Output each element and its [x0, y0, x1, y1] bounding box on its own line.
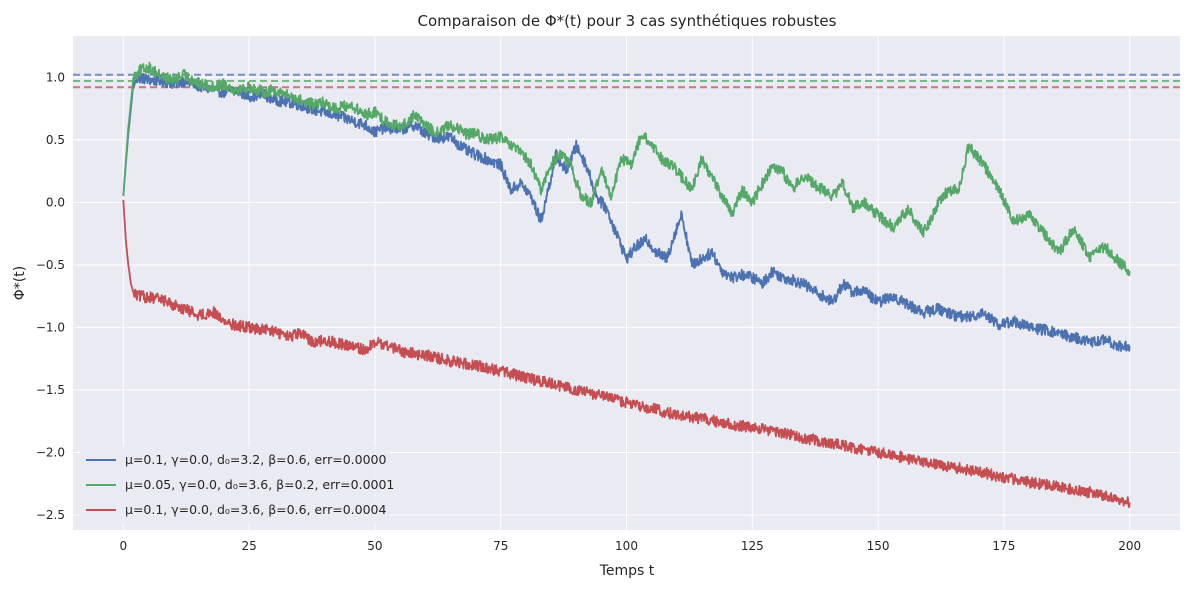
- legend: μ=0.1, γ=0.0, d₀=3.2, β=0.6, err=0.0000 μ…: [80, 446, 394, 524]
- x-axis-label: Temps t: [599, 563, 655, 579]
- legend-box: [80, 446, 390, 524]
- y-tick-label: −0.5: [36, 258, 65, 272]
- series-line-1: [122, 72, 1131, 352]
- x-tick-label: 100: [615, 539, 638, 553]
- x-tick-label: 125: [741, 539, 764, 553]
- x-tick-labels: 0 25 50 75 100 125 150 175 200: [119, 539, 1141, 553]
- y-tick-label: −2.5: [36, 508, 65, 522]
- y-tick-labels: −2.5 −2.0 −1.5 −1.0 −0.5 0.0 0.5 1.0: [36, 70, 65, 522]
- legend-label-2: μ=0.05, γ=0.0, d₀=3.6, β=0.2, err=0.0001: [125, 477, 394, 492]
- legend-label-1: μ=0.1, γ=0.0, d₀=3.2, β=0.6, err=0.0000: [125, 452, 386, 467]
- series-line-2: [122, 61, 1131, 277]
- x-tick-label: 0: [119, 539, 127, 553]
- y-tick-label: 0.5: [46, 133, 65, 147]
- y-tick-label: 1.0: [46, 70, 65, 84]
- series-line-3: [122, 199, 1131, 509]
- y-tick-label: −1.0: [36, 320, 65, 334]
- x-tick-label: 175: [992, 539, 1015, 553]
- x-tick-label: 50: [367, 539, 382, 553]
- series-lines: [122, 61, 1131, 509]
- chart-title: Comparaison de Φ*(t) pour 3 cas synthéti…: [418, 12, 837, 30]
- legend-label-3: μ=0.1, γ=0.0, d₀=3.6, β=0.6, err=0.0004: [125, 502, 386, 517]
- x-tick-label: 200: [1118, 539, 1141, 553]
- x-tick-label: 75: [493, 539, 508, 553]
- y-tick-label: 0.0: [46, 195, 65, 209]
- x-tick-label: 150: [867, 539, 890, 553]
- reference-lines: [73, 73, 1180, 89]
- y-tick-label: −2.0: [36, 445, 65, 459]
- y-tick-label: −1.5: [36, 383, 65, 397]
- x-tick-label: 25: [241, 539, 256, 553]
- y-axis-label: Φ*(t): [12, 266, 28, 300]
